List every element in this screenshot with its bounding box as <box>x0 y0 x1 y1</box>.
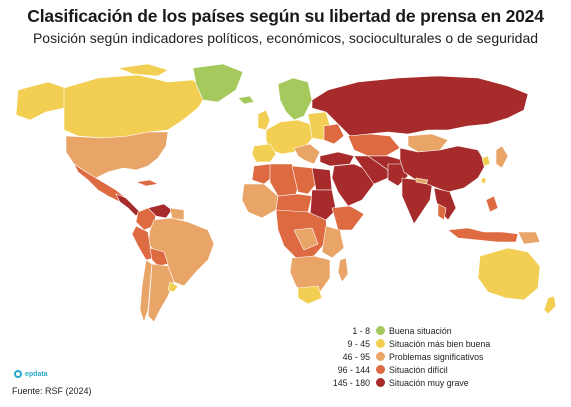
legend-item: 96 - 144 Situación difícil <box>318 363 518 376</box>
region-new-zealand <box>543 295 557 315</box>
region-peru <box>131 225 155 261</box>
legend-swatch <box>376 378 385 387</box>
region-india <box>401 177 433 225</box>
legend-label: Buena situación <box>389 325 452 336</box>
region-iberia <box>251 143 277 163</box>
world-map <box>15 63 557 323</box>
region-morocco <box>251 163 275 185</box>
region-russia <box>311 75 529 137</box>
region-east-africa <box>321 225 345 259</box>
legend-label: Situación muy grave <box>389 377 469 388</box>
legend-label: Situación más bien buena <box>389 338 491 349</box>
region-indonesia <box>447 227 519 243</box>
region-australia <box>477 247 541 301</box>
legend-range: 145 - 180 <box>332 377 370 388</box>
region-ukraine <box>323 123 345 145</box>
legend-label: Problemas significativos <box>389 351 484 362</box>
region-argentina <box>147 263 175 323</box>
legend-item: 9 - 45 Situación más bien buena <box>318 337 518 350</box>
map-title: Clasificación de los países según su lib… <box>27 6 544 26</box>
region-canada <box>63 74 209 139</box>
region-central-america <box>115 193 141 217</box>
region-greenland <box>192 63 244 103</box>
region-japan <box>495 145 509 169</box>
legend-item: 46 - 95 Problemas significativos <box>318 350 518 363</box>
region-nepal <box>415 177 429 185</box>
region-caribbean <box>135 179 159 187</box>
region-balkans <box>293 143 321 165</box>
region-taiwan <box>480 177 487 185</box>
legend-swatch <box>376 365 385 374</box>
region-iceland <box>237 95 255 105</box>
region-egypt <box>311 167 333 191</box>
brand-logo: epdata <box>14 370 48 378</box>
legend-swatch <box>376 339 385 348</box>
region-turkey <box>319 151 355 167</box>
region-congo <box>293 227 319 251</box>
region-kazakhstan <box>347 133 401 157</box>
region-philippines <box>485 195 499 213</box>
legend-range: 96 - 144 <box>337 364 370 375</box>
region-southeast-asia <box>433 187 457 221</box>
legend-swatch <box>376 352 385 361</box>
legend-range: 1 - 8 <box>352 325 370 336</box>
legend-item: 1 - 8 Buena situación <box>318 324 518 337</box>
source-note: Fuente: RSF (2024) <box>12 386 92 396</box>
region-korea <box>481 155 491 167</box>
region-bolivia <box>149 247 169 267</box>
region-alaska <box>15 81 67 121</box>
legend-label: Situación difícil <box>389 364 448 375</box>
region-scandinavia <box>277 77 313 121</box>
legend-swatch <box>376 326 385 335</box>
legend: 1 - 8 Buena situación 9 - 45 Situación más … <box>318 324 518 389</box>
region-thailand <box>437 203 447 221</box>
region-south-africa <box>297 285 323 305</box>
region-west-africa <box>241 183 279 219</box>
brand-label: epdata <box>25 370 48 378</box>
region-venezuela <box>147 203 173 219</box>
legend-item: 145 - 180 Situación muy grave <box>318 376 518 389</box>
region-middle-east <box>331 163 375 207</box>
region-arctic-islands <box>117 63 169 77</box>
map-subtitle: Posición según indicadores políticos, ec… <box>32 30 539 46</box>
region-libya <box>291 165 317 195</box>
region-uruguay <box>167 281 179 293</box>
legend-range: 46 - 95 <box>342 351 370 362</box>
region-guianas <box>169 207 185 221</box>
region-papua <box>517 231 541 245</box>
region-uk <box>257 109 271 131</box>
region-madagascar <box>337 257 349 283</box>
epdata-icon <box>14 370 22 378</box>
legend-range: 9 - 45 <box>347 338 371 349</box>
region-sudan <box>309 189 337 221</box>
region-horn <box>331 205 365 231</box>
